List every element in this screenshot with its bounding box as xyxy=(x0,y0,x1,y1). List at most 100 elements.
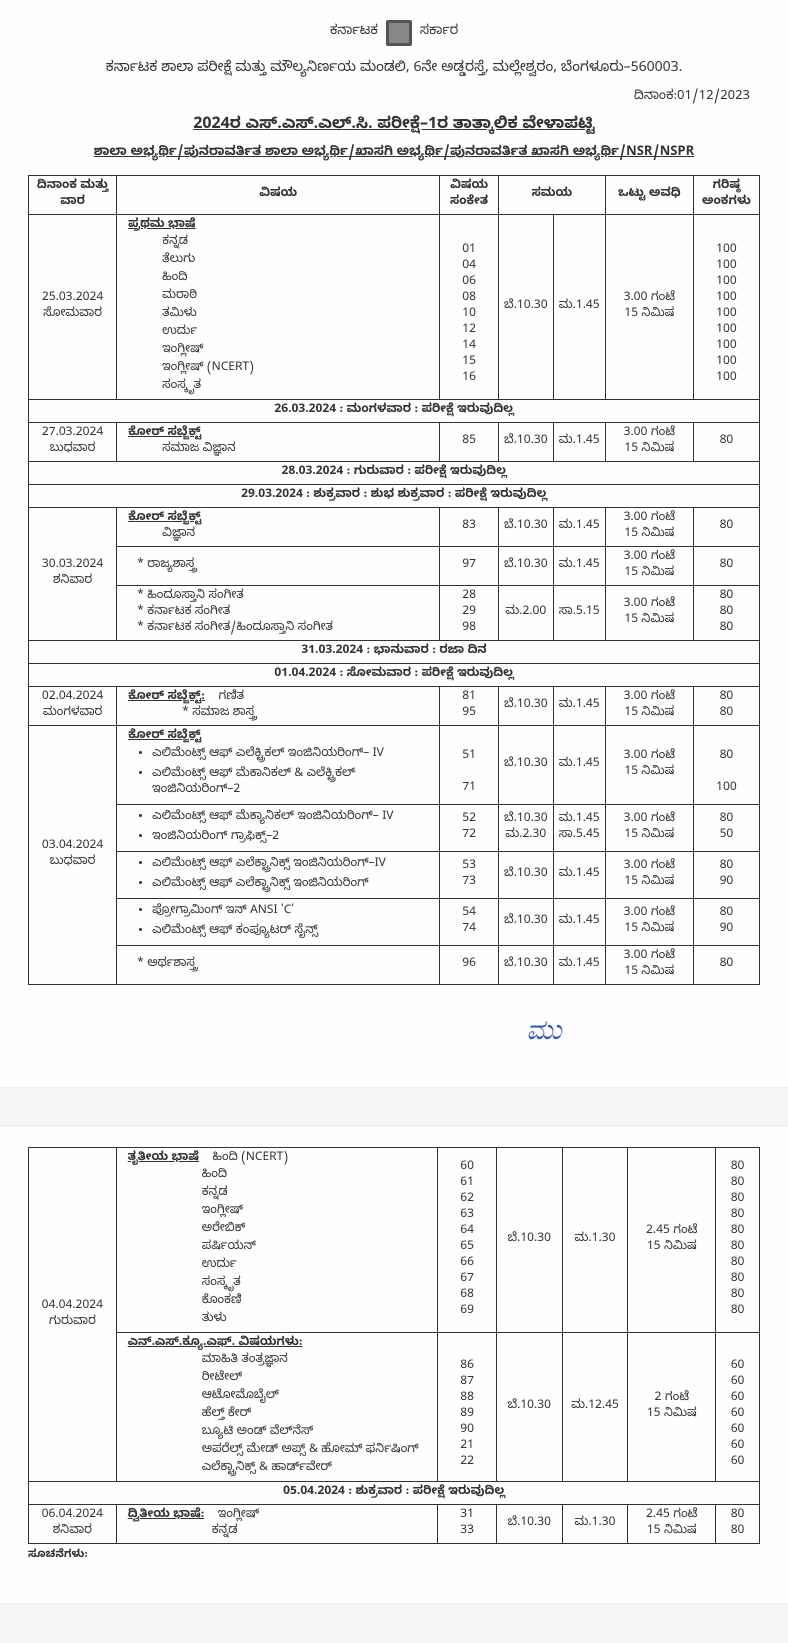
subject-item: ಉರ್ದು xyxy=(162,324,434,342)
marks-value: 80 xyxy=(721,1272,754,1288)
time-from: ಬೆ.10.30 xyxy=(498,687,553,726)
date-value: 04.04.2024 xyxy=(34,1299,111,1315)
table-row: * ಹಿಂದೂಸ್ತಾನಿ ಸಂಗೀತ * ಕರ್ನಾಟಕ ಸಂಗೀತ * ಕರ… xyxy=(29,586,760,641)
time-from: ಬೆ.10.30 xyxy=(498,852,553,899)
code-value: 65 xyxy=(443,1240,490,1256)
subject-item: ಹಿಂದಿ xyxy=(202,1167,433,1185)
subject-item: ಎಲಿಮೆಂಟ್ಸ್ ಆಫ್ ಎಲೆಕ್ಟ್ರಾನಿಕ್ಸ್ ಇಂಜಿನಿಯರಿ… xyxy=(152,875,434,895)
time-from: ಬೆ.10.30 xyxy=(496,1148,562,1333)
section-heading: ಕೋರ್ ಸಬ್ಜೆಕ್ಟ್: xyxy=(122,690,205,706)
time-to: ಮ.1.45 xyxy=(553,423,605,462)
marks-value: 80 xyxy=(721,1160,754,1176)
code-value: 61 xyxy=(443,1176,490,1192)
time-from: ಬೆ.10.30 xyxy=(498,726,553,805)
section-heading: ಕೋರ್ ಸಬ್ಜೆಕ್ಟ್ xyxy=(122,426,201,442)
table-row: ಎನ್.ಎಸ್.ಕ್ಯೂ.ಎಫ್. ವಿಷಯಗಳು: ಮಾಹಿತಿ ತಂತ್ರಜ… xyxy=(29,1333,760,1482)
table-row: * ರಾಜ್ಯಶಾಸ್ತ್ರ 97 ಬೆ.10.30 ಮ.1.45 3.00 ಗ… xyxy=(29,547,760,586)
marks-value: 80 xyxy=(699,906,754,922)
code-value: 10 xyxy=(445,307,493,323)
time-from: ಬೆ.10.30 xyxy=(498,215,553,400)
subject-item: * ಕರ್ನಾಟಕ ಸಂಗೀತ xyxy=(137,605,434,621)
subject-item: ಹಿಂದಿ xyxy=(162,270,434,288)
subject-item: ಇಂಗ್ಲೀಷ್ xyxy=(208,1508,259,1524)
duration-b: 15 ನಿಮಿಷ xyxy=(611,613,688,629)
subject-item: ಹೆಲ್ತ್ ಕೇರ್ xyxy=(202,1406,433,1424)
marks-value: 80 xyxy=(699,621,754,637)
table-header-row: ದಿನಾಂಕ ಮತ್ತು ವಾರ ವಿಷಯ ವಿಷಯ ಸಂಕೇತ ಸಮಯ ಒಟ್… xyxy=(29,176,760,215)
date-value: 06.04.2024 xyxy=(34,1508,111,1524)
code-value: 15 xyxy=(445,355,493,371)
duration-a: 2.45 ಗಂಟೆ xyxy=(633,1508,710,1524)
day-value: ಬುಧವಾರ xyxy=(34,855,111,871)
time-from: ಬೆ.10.30 xyxy=(498,547,553,586)
table-row: 27.03.2024 ಬುಧವಾರ ಕೋರ್ ಸಬ್ಜೆಕ್ಟ್ ಸಮಾಜ ವಿ… xyxy=(29,423,760,462)
marks-value: 80 xyxy=(721,1224,754,1240)
code-value: 66 xyxy=(443,1256,490,1272)
marks-value: 80 xyxy=(693,508,759,547)
marks-value: 80 xyxy=(721,1508,754,1524)
code-value: 06 xyxy=(445,275,493,291)
code-value: 16 xyxy=(445,371,493,387)
separator-row: 26.03.2024 : ಮಂಗಳವಾರ : ಪರೀಕ್ಷೆ ಇರುವುದಿಲ್… xyxy=(29,400,760,423)
time-to: ಮ.1.45 xyxy=(553,852,605,899)
code-value: 74 xyxy=(445,922,493,938)
col-duration: ಒಟ್ಟು ಅವಧಿ xyxy=(605,176,693,215)
duration-b: 15 ನಿಮಿಷ xyxy=(611,875,688,891)
subject-item: * ಕರ್ನಾಟಕ ಸಂಗೀತ/ಹಿಂದೂಸ್ತಾನಿ ಸಂಗೀತ xyxy=(137,621,434,637)
code-value: 12 xyxy=(445,323,493,339)
duration-a: 3.00 ಗಂಟೆ xyxy=(611,690,688,706)
duration-b: 15 ನಿಮಿಷ xyxy=(633,1407,710,1423)
separator-row: 05.04.2024 : ಶುಕ್ರವಾರ : ಪರೀಕ್ಷೆ ಇರುವುದಿಲ… xyxy=(29,1482,760,1505)
code-value: 73 xyxy=(445,875,493,891)
subject-item: ಎಲಿಮೆಂಟ್ಸ್ ಆಫ್ ಮೆಕ್ಯಾನಿಕಲ್ ಇಂಜಿನಿಯರಿಂಗ್–… xyxy=(152,808,434,828)
subject-item: ಉರ್ದು xyxy=(202,1257,433,1275)
signature: ಮು xyxy=(28,1015,760,1047)
subject-item: ಪ್ರೋಗ್ರಾಮಿಂಗ್ ಇನ್ ANSI 'C' xyxy=(152,902,434,922)
code-value: 21 xyxy=(443,1439,490,1455)
subject-item: * ಸಮಾಜ ಶಾಸ್ತ್ರ xyxy=(122,706,434,722)
subject-item: ಸಂಸ್ಕೃತ xyxy=(202,1275,433,1293)
col-subject: ವಿಷಯ xyxy=(117,176,440,215)
subject-item: ಪರ್ಷಿಯನ್ xyxy=(202,1239,433,1257)
duration-b: 15 ನಿಮಿಷ xyxy=(611,307,688,323)
duration-a: 3.00 ಗಂಟೆ xyxy=(611,597,688,613)
duration-a: 3.00 ಗಂಟೆ xyxy=(611,859,688,875)
subject-item: ಇಂಗ್ಲೀಷ್ xyxy=(162,342,434,360)
table-row: 25.03.2024 ಸೋಮವಾರ ಪ್ರಥಮ ಭಾಷೆ ಕನ್ನಡ ತೆಲುಗ… xyxy=(29,215,760,400)
time-to: ಮ.1.45 xyxy=(553,946,605,985)
time-to: ಮ.1.45 xyxy=(559,812,600,828)
subject-item: ಇಂಜಿನಿಯರಿಂಗ್ ಗ್ರಾಫಿಕ್ಸ್–2 xyxy=(152,828,434,848)
time-to: ಮ.1.45 xyxy=(553,508,605,547)
duration-b: 15 ನಿಮಿಷ xyxy=(611,706,688,722)
subject-item: ತುಳು xyxy=(202,1311,433,1329)
code-value: 87 xyxy=(443,1375,490,1391)
timetable: ದಿನಾಂಕ ಮತ್ತು ವಾರ ವಿಷಯ ವಿಷಯ ಸಂಕೇತ ಸಮಯ ಒಟ್… xyxy=(28,175,760,985)
marks-value: 100 xyxy=(699,243,754,259)
separator-text: 05.04.2024 : ಶುಕ್ರವಾರ : ಪರೀಕ್ಷೆ ಇರುವುದಿಲ… xyxy=(29,1482,760,1505)
col-marks: ಗರಿಷ್ಠ ಅಂಕಗಳು xyxy=(693,176,759,215)
separator-row: 01.04.2024 : ಸೋಮವಾರ : ಪರೀಕ್ಷೆ ಇರುವುದಿಲ್ಲ xyxy=(29,664,760,687)
subject-item: ತಮಿಳು xyxy=(162,306,434,324)
code-value: 63 xyxy=(443,1208,490,1224)
marks-value: 100 xyxy=(699,371,754,387)
marks-value: 100 xyxy=(699,275,754,291)
doc-date: ದಿನಾಂಕ:01/12/2023 xyxy=(28,89,760,107)
marks-value: 80 xyxy=(699,589,754,605)
marks-value: 80 xyxy=(721,1192,754,1208)
code-value: 86 xyxy=(443,1359,490,1375)
separator-text: 28.03.2024 : ಗುರುವಾರ : ಪರೀಕ್ಷೆ ಇರುವುದಿಲ್… xyxy=(29,462,760,485)
code-value: 83 xyxy=(440,508,499,547)
code-value: 08 xyxy=(445,291,493,307)
code-value: 97 xyxy=(440,547,499,586)
duration-a: 3.00 ಗಂಟೆ xyxy=(611,291,688,307)
time-to: ಮ.1.45 xyxy=(553,547,605,586)
subject-item: ವಿಜ್ಞಾನ xyxy=(122,527,434,543)
section-heading: ಎನ್.ಎಸ್.ಕ್ಯೂ.ಎಫ್. ವಿಷಯಗಳು: xyxy=(122,1336,303,1352)
marks-value: 90 xyxy=(699,922,754,938)
duration-a: 3.00 ಗಂಟೆ xyxy=(611,906,688,922)
marks-value: 80 xyxy=(693,547,759,586)
day-value: ಮಂಗಳವಾರ xyxy=(34,706,111,722)
subject-item: ಆಟೋಮೊಬೈಲ್ xyxy=(202,1388,433,1406)
marks-value: 80 xyxy=(693,423,759,462)
marks-value: 80 xyxy=(721,1208,754,1224)
